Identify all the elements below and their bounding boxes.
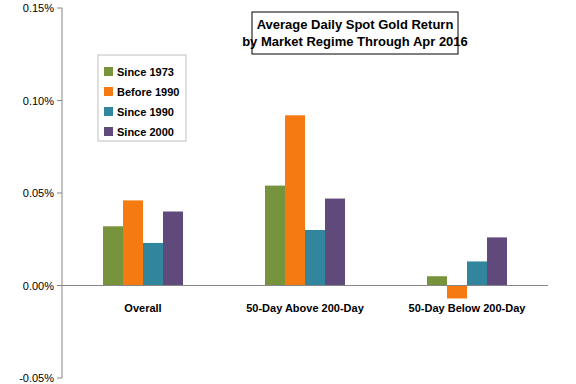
tick-label: 0.15% bbox=[23, 2, 54, 14]
legend-label: Since 1990 bbox=[117, 106, 174, 118]
category-label: 50-Day Above 200-Day bbox=[246, 302, 364, 314]
bar bbox=[447, 286, 467, 299]
category-label: 50-Day Below 200-Day bbox=[409, 302, 527, 314]
bar bbox=[143, 243, 163, 286]
legend-frame bbox=[98, 55, 186, 141]
chart: -0.05% 0.00% 0.05% 0.10% 0.15% Overall 50-Day … bbox=[0, 0, 576, 384]
bar bbox=[487, 237, 507, 285]
legend-swatch bbox=[104, 107, 113, 116]
title-line: by Market Regime Through Apr 2016 bbox=[242, 34, 468, 49]
tick bbox=[57, 285, 62, 286]
tick bbox=[57, 193, 62, 194]
bar bbox=[305, 230, 325, 286]
bar bbox=[265, 186, 285, 286]
legend-swatch bbox=[104, 127, 113, 136]
bar bbox=[103, 226, 123, 285]
tick-label: 0.05% bbox=[23, 187, 54, 199]
title-line: Average Daily Spot Gold Return bbox=[257, 17, 454, 32]
tick bbox=[57, 8, 62, 9]
category-label: Overall bbox=[124, 302, 161, 314]
legend-label: Before 1990 bbox=[117, 86, 179, 98]
bar bbox=[427, 276, 447, 285]
zero-line bbox=[62, 285, 548, 286]
tick bbox=[57, 100, 62, 101]
bar bbox=[163, 212, 183, 286]
tick-label: 0.10% bbox=[23, 95, 54, 107]
bars bbox=[103, 115, 507, 298]
bar bbox=[325, 199, 345, 286]
tick-label: -0.05% bbox=[19, 372, 54, 384]
legend-label: Since 2000 bbox=[117, 126, 174, 138]
legend-swatch bbox=[104, 87, 113, 96]
legend: Since 1973 Before 1990 Since 1990 Since 200… bbox=[98, 55, 186, 141]
tick-label: 0.00% bbox=[23, 280, 54, 292]
bar bbox=[285, 115, 305, 285]
title-box: Average Daily Spot Gold Return by Market … bbox=[242, 12, 468, 54]
legend-swatch bbox=[104, 67, 113, 76]
tick bbox=[57, 378, 62, 379]
bar bbox=[123, 200, 143, 285]
title: Average Daily Spot Gold Return by Market … bbox=[242, 17, 468, 49]
bar bbox=[467, 261, 487, 285]
legend-label: Since 1973 bbox=[117, 66, 174, 78]
